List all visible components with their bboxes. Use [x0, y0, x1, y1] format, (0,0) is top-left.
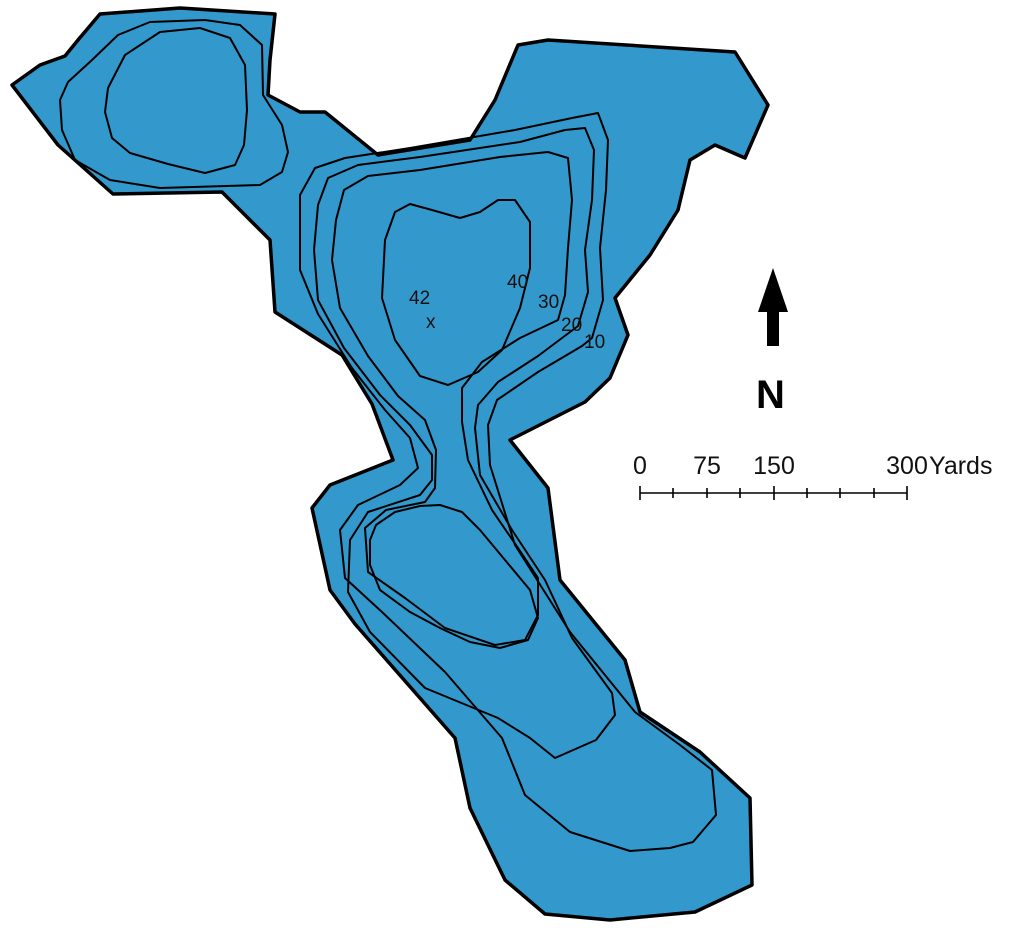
- deepest-point-marker: x: [426, 312, 436, 333]
- scale-label-0: 0: [633, 452, 647, 480]
- scale-unit-label: Yards: [929, 452, 992, 480]
- contour-40ft: [381, 199, 531, 386]
- scale-label-300: 300: [886, 452, 928, 480]
- contour-30ft: [331, 151, 573, 646]
- north-arrow: N: [756, 268, 788, 417]
- north-letter: N: [756, 373, 785, 417]
- north-arrow-icon: [758, 268, 788, 346]
- lake-shoreline: [10, 6, 770, 922]
- contour-south-inner: [369, 504, 539, 649]
- scale-label-75: 75: [693, 452, 721, 480]
- depth-label-20: 20: [561, 315, 582, 336]
- deepest-point-label: 42: [409, 288, 430, 309]
- contour-20ft: [313, 127, 616, 759]
- contour-nw-inner: [104, 27, 248, 174]
- contour-nw-outer: [59, 19, 289, 189]
- contour-10ft: [299, 112, 717, 852]
- scale-label-150: 150: [753, 452, 795, 480]
- depth-label-30: 30: [538, 292, 559, 313]
- depth-label-10: 10: [584, 332, 605, 353]
- scale-bar: 0 75 150 300 Yards: [633, 452, 992, 500]
- depth-label-40: 40: [507, 272, 528, 293]
